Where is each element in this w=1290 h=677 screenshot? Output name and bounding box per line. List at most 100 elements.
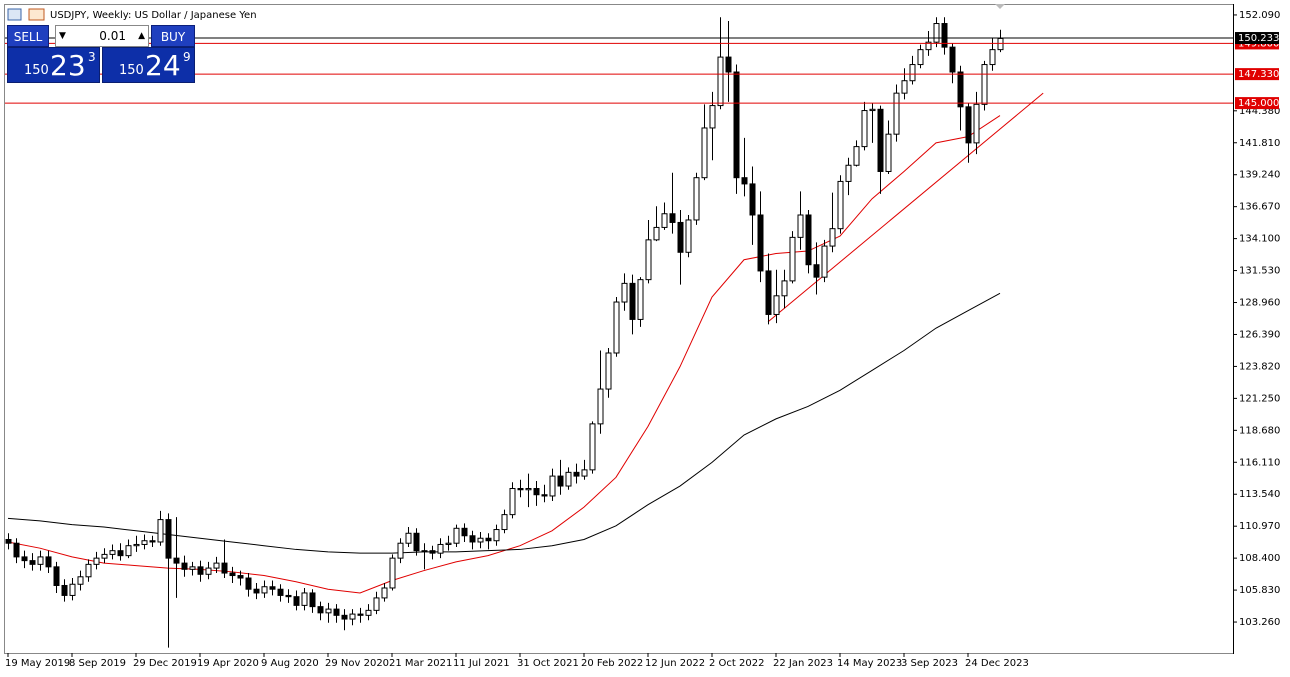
candle-body — [845, 164, 852, 182]
candle-body — [541, 494, 548, 497]
candle-body — [605, 352, 612, 390]
candle-body — [933, 23, 940, 43]
x-tick-label: 22 Jan 2023 — [773, 658, 833, 669]
candle-body — [813, 264, 820, 278]
y-tick-label: 152.090 — [1239, 10, 1280, 21]
y-tick-label: 116.110 — [1239, 457, 1280, 468]
candle-body — [549, 475, 556, 497]
volume-down[interactable]: ▼ — [59, 31, 66, 41]
candle-body — [309, 592, 316, 608]
volume-value[interactable]: 0.01 — [99, 29, 126, 43]
level-label-bg — [1235, 97, 1279, 110]
candle-body — [77, 576, 84, 585]
candle-body — [533, 488, 540, 496]
candle-body — [877, 108, 884, 172]
candle-body — [277, 588, 284, 596]
candle-body — [181, 562, 188, 570]
candle-body — [221, 562, 228, 574]
candle-body — [301, 592, 308, 606]
candle-body — [629, 282, 636, 320]
candle-body — [917, 49, 924, 66]
bid-quote[interactable]: 150 23 3 — [7, 47, 100, 83]
candle-body — [661, 213, 668, 228]
y-tick-label: 105.830 — [1239, 585, 1280, 596]
current-price-label: 150.233 — [1238, 33, 1279, 44]
chart-icon[interactable] — [28, 8, 45, 21]
candle-body — [141, 540, 148, 545]
candle-body — [757, 214, 764, 272]
level-label-bg — [1235, 68, 1279, 81]
candle-body — [581, 469, 588, 477]
candle-body — [349, 613, 356, 620]
shift-marker — [995, 4, 1005, 9]
candle-body — [965, 106, 972, 144]
ask-main: 24 — [145, 49, 181, 82]
menu-icon[interactable] — [7, 8, 22, 21]
candle-body — [589, 423, 596, 471]
y-tick-label: 108.400 — [1239, 553, 1280, 564]
candle-body — [901, 80, 908, 94]
candle-body — [397, 542, 404, 559]
buy-button[interactable]: BUY — [151, 25, 195, 47]
x-tick-label: 29 Nov 2020 — [325, 658, 389, 669]
y-tick-label: 103.260 — [1239, 617, 1280, 628]
x-tick-label: 20 Feb 2022 — [581, 658, 643, 669]
candle-body — [109, 550, 116, 555]
candle-body — [741, 177, 748, 185]
candle-body — [597, 388, 604, 425]
candle-body — [405, 532, 412, 544]
ask-quote[interactable]: 150 24 9 — [102, 47, 195, 83]
candle-body — [381, 587, 388, 599]
candle-body — [53, 566, 60, 586]
level-label: 147.330 — [1238, 69, 1279, 80]
candle-body — [773, 295, 780, 315]
candle-body — [125, 545, 132, 557]
x-tick-label: 24 Dec 2023 — [965, 658, 1029, 669]
candle-body — [693, 177, 700, 221]
y-tick-label: 136.670 — [1239, 202, 1280, 213]
y-tick-label: 110.970 — [1239, 521, 1280, 532]
candle-body — [645, 239, 652, 281]
candle-body — [941, 23, 948, 48]
bid-sup: 3 — [88, 50, 96, 64]
y-tick-label: 131.530 — [1239, 266, 1280, 277]
candle-body — [893, 92, 900, 135]
ask-big: 150 — [119, 63, 144, 78]
candle-body — [373, 597, 380, 611]
candle-body — [357, 613, 364, 616]
candle-body — [421, 550, 428, 553]
candle-body — [45, 556, 52, 568]
candle-body — [573, 471, 580, 477]
candle-body — [853, 146, 860, 166]
level-label: 145.000 — [1238, 98, 1279, 109]
candle-body — [837, 180, 844, 230]
candle-body — [261, 586, 268, 594]
volume-box[interactable]: ▼ 0.01 ▲ — [55, 25, 149, 47]
candle-body — [341, 614, 348, 620]
y-tick-label: 113.540 — [1239, 489, 1280, 500]
candle-body — [805, 214, 812, 266]
x-tick-label: 12 Jun 2022 — [645, 658, 705, 669]
candle-body — [197, 566, 204, 575]
candle-body — [981, 64, 988, 105]
candle-body — [973, 103, 980, 144]
candle-body — [37, 556, 44, 565]
candle-body — [85, 563, 92, 578]
candle-body — [285, 594, 292, 598]
candle-body — [821, 245, 828, 278]
x-tick-label: 11 Jul 2021 — [453, 658, 510, 669]
candle-body — [653, 226, 660, 241]
candle-body — [333, 608, 340, 616]
candle-body — [253, 588, 260, 594]
candle-body — [453, 527, 460, 544]
y-tick-label: 141.810 — [1239, 138, 1280, 149]
candle-body — [13, 542, 20, 558]
trade-panel: SELL ▼ 0.01 ▲ BUY 150 23 3 150 24 9 — [7, 25, 195, 83]
candle-body — [709, 105, 716, 129]
sell-button[interactable]: SELL — [7, 25, 49, 47]
volume-up[interactable]: ▲ — [138, 31, 145, 41]
candle-body — [149, 540, 156, 543]
candle-body — [701, 127, 708, 179]
candle-body — [413, 532, 420, 552]
